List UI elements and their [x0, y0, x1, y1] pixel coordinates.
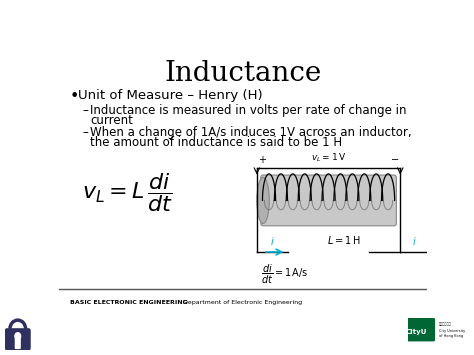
FancyBboxPatch shape	[6, 329, 30, 350]
Text: $v_L = L\,\dfrac{di}{dt}$: $v_L = L\,\dfrac{di}{dt}$	[82, 171, 174, 214]
Ellipse shape	[15, 333, 21, 340]
Text: BASIC ELECTRONIC ENGINEERING: BASIC ELECTRONIC ENGINEERING	[70, 300, 188, 305]
Text: $v_L = 1\,\mathrm{V}$: $v_L = 1\,\mathrm{V}$	[311, 152, 346, 164]
Text: City University: City University	[439, 329, 465, 333]
Text: –: –	[82, 126, 88, 139]
FancyBboxPatch shape	[16, 339, 20, 348]
Ellipse shape	[257, 178, 269, 224]
Text: of Hong Kong: of Hong Kong	[439, 334, 463, 338]
Text: Inductance is measured in volts per rate of change in: Inductance is measured in volts per rate…	[90, 104, 407, 117]
Text: •: •	[70, 89, 80, 104]
Text: $\dfrac{di}{dt} = 1\,\mathrm{A/s}$: $\dfrac{di}{dt} = 1\,\mathrm{A/s}$	[261, 263, 309, 286]
Text: $L = 1\,\mathrm{H}$: $L = 1\,\mathrm{H}$	[327, 234, 361, 246]
Text: CityU: CityU	[405, 329, 427, 335]
Text: +: +	[258, 155, 265, 165]
Text: $i$: $i$	[270, 235, 275, 247]
Text: –: –	[82, 104, 88, 117]
Text: 香港城市大學: 香港城市大學	[439, 322, 452, 327]
Text: current: current	[90, 114, 133, 127]
Text: Unit of Measure – Henry (H): Unit of Measure – Henry (H)	[78, 89, 263, 102]
Text: When a change of 1A/s induces 1V across an inductor,: When a change of 1A/s induces 1V across …	[90, 126, 412, 139]
FancyBboxPatch shape	[261, 175, 396, 226]
Text: Department of Electronic Engineering: Department of Electronic Engineering	[183, 300, 302, 305]
Text: the amount of inductance is said to be 1 H: the amount of inductance is said to be 1…	[90, 136, 342, 149]
Text: −: −	[392, 155, 400, 165]
FancyBboxPatch shape	[407, 319, 434, 341]
Text: $i$: $i$	[412, 235, 417, 247]
Text: Inductance: Inductance	[164, 60, 321, 87]
